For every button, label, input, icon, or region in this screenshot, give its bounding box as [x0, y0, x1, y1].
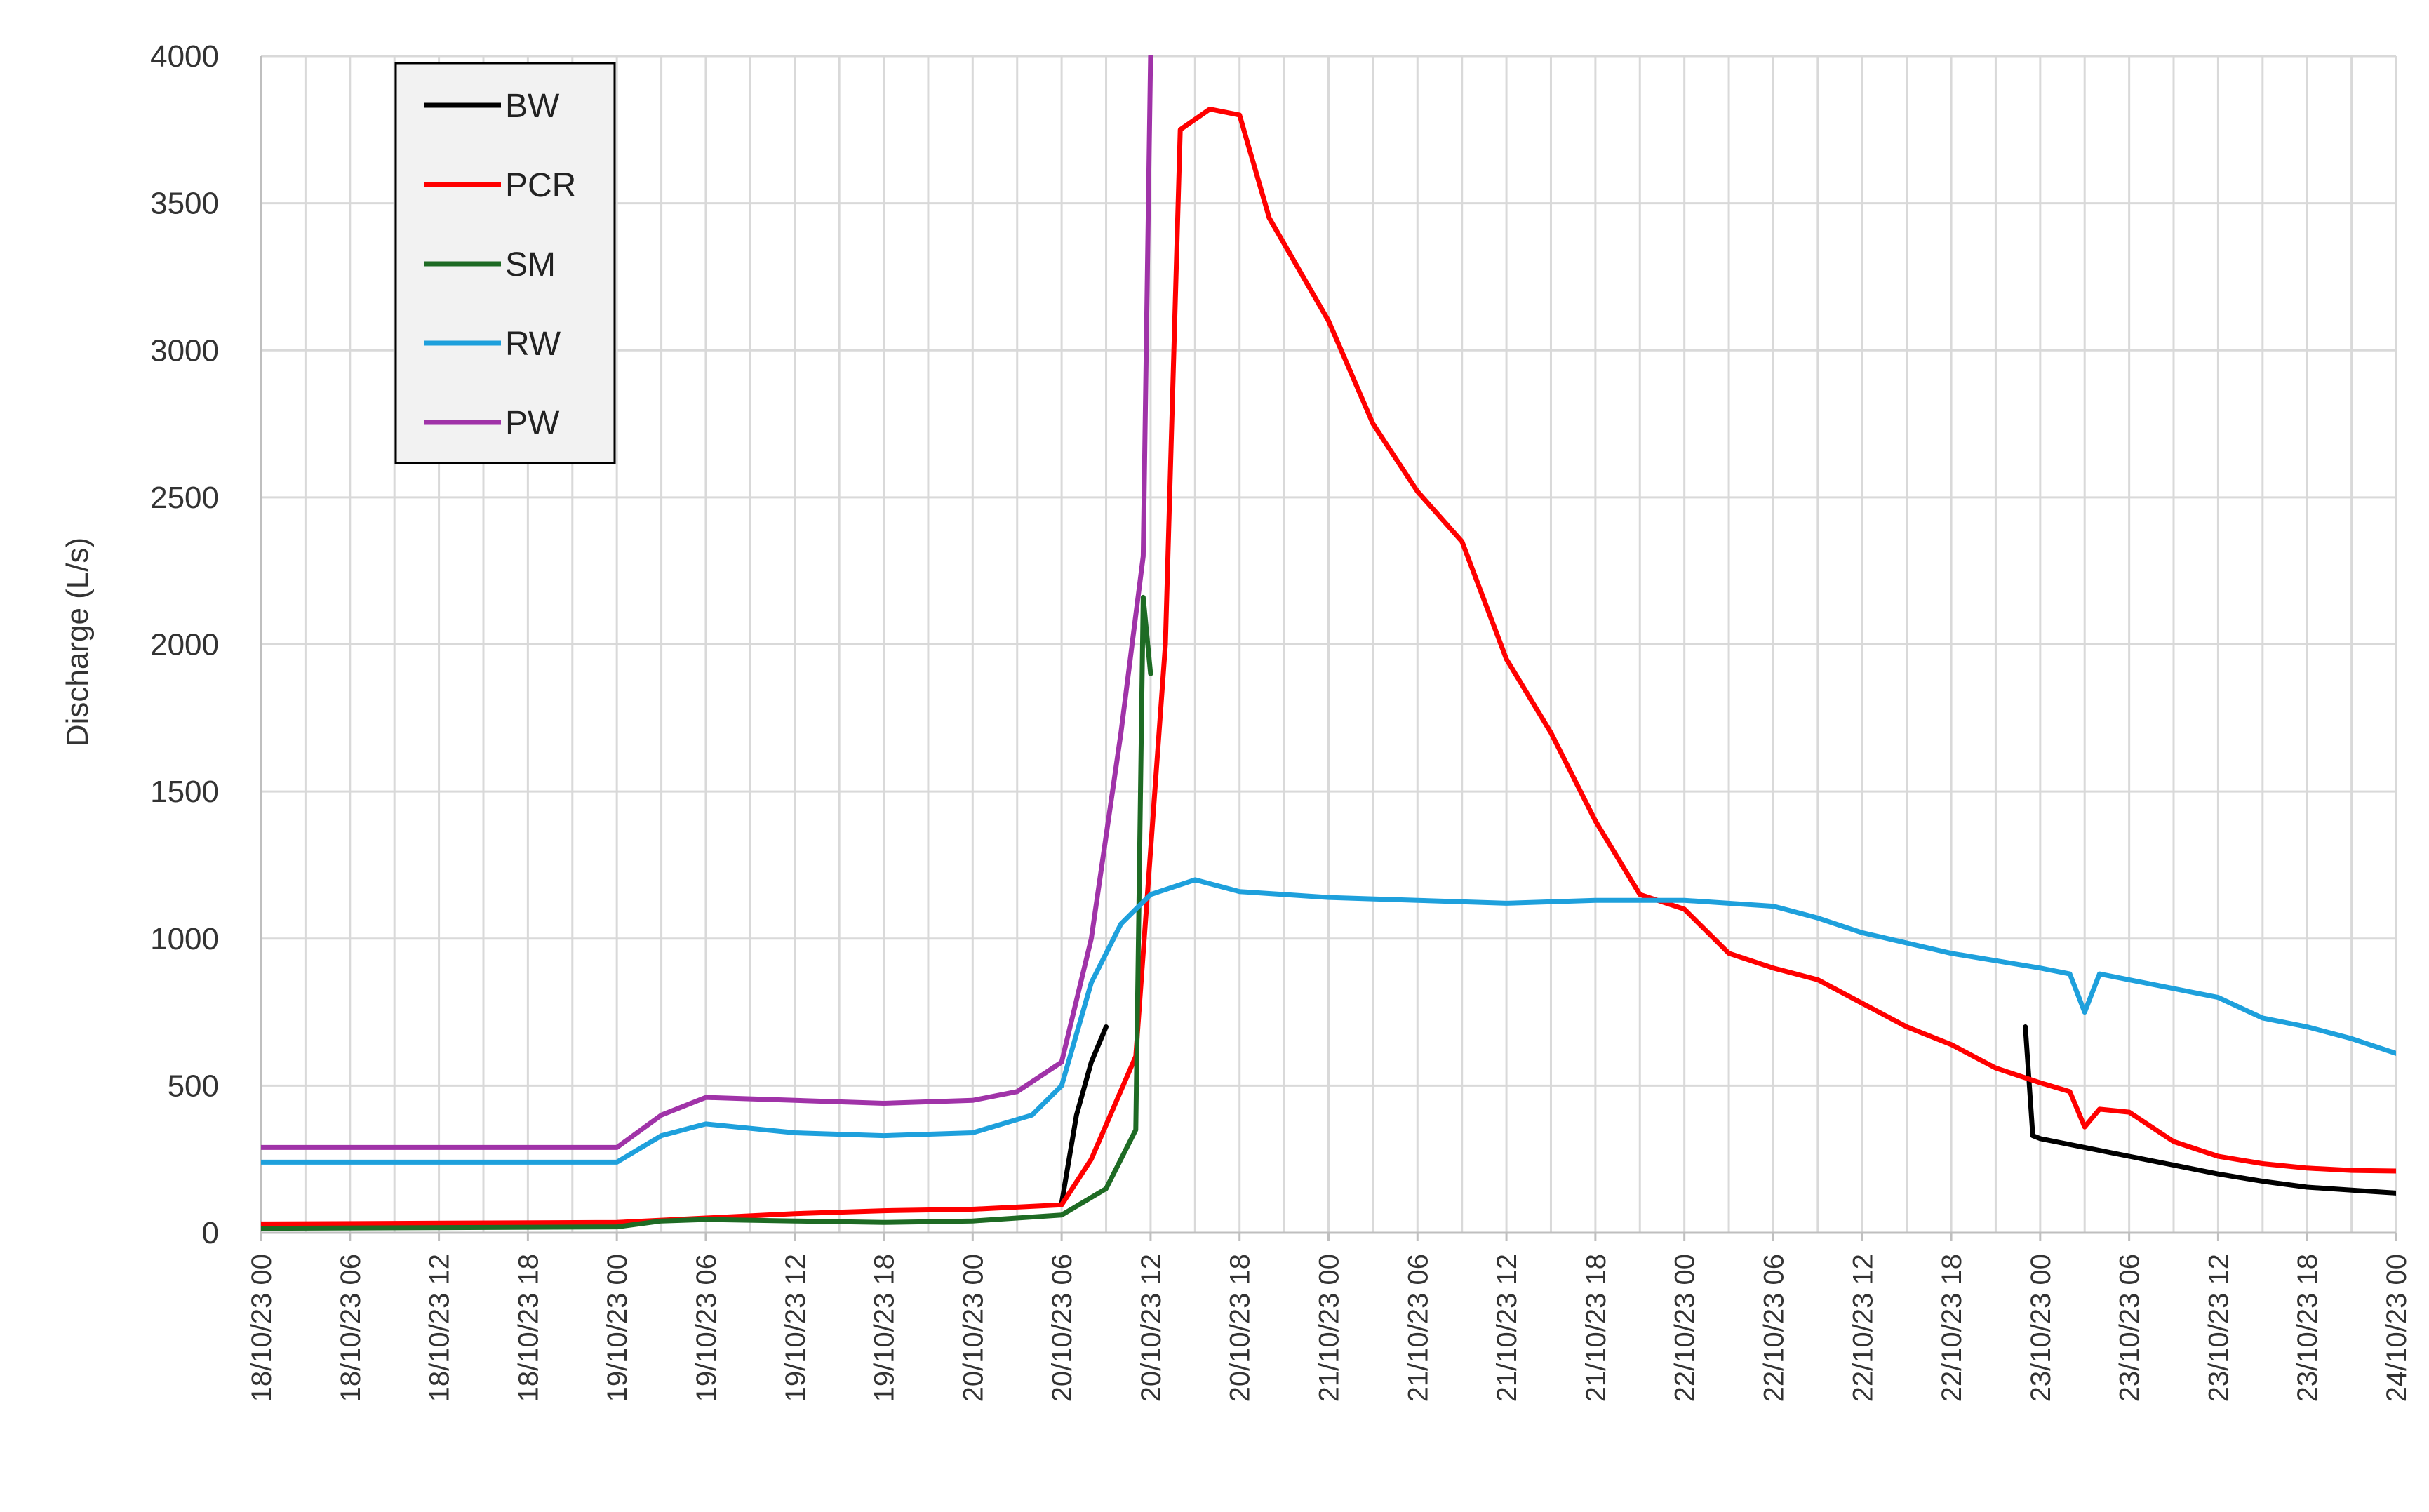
legend-label-rw: RW: [505, 326, 561, 363]
series-pw: [261, 55, 1153, 1150]
y-tick-label: 0: [202, 1216, 219, 1250]
series-line-bw: [1059, 1024, 1109, 1206]
y-tick-label: 3500: [150, 187, 219, 221]
y-tick-label: 500: [168, 1069, 219, 1103]
legend-label-bw: BW: [505, 88, 560, 125]
y-tick-label: 3000: [150, 333, 219, 368]
x-tick-label: 18/10/23 00: [246, 1254, 277, 1402]
y-axis-tick-labels: 0 500 1000 1500 2000 2500 3000 3500 4000: [150, 39, 219, 1250]
x-tick-label: 20/10/23 06: [1047, 1254, 1078, 1402]
series-line-sm: [261, 594, 1153, 1231]
x-tick-label: 21/10/23 12: [1492, 1254, 1523, 1402]
x-axis-tick-labels: 18/10/23 00 18/10/23 06 18/10/23 12 18/10/2…: [246, 1254, 2412, 1402]
series-bw: [1059, 1024, 2396, 1206]
x-tick-label: 22/10/23 12: [1847, 1254, 1878, 1402]
x-tick-label: 20/10/23 18: [1225, 1254, 1256, 1402]
y-tick-label: 2500: [150, 481, 219, 515]
x-tick-label: 23/10/23 06: [2115, 1254, 2146, 1402]
y-tick-label: 4000: [150, 39, 219, 74]
x-tick-label: 24/10/23 00: [2381, 1254, 2412, 1402]
x-tick-label: 19/10/23 06: [691, 1254, 722, 1402]
legend-label-pcr: PCR: [505, 167, 576, 204]
axes: [260, 56, 2397, 1241]
grid-lines: [260, 55, 2397, 1233]
x-tick-label: 18/10/23 12: [424, 1254, 455, 1402]
y-tick-label: 1500: [150, 775, 219, 809]
x-tick-label: 19/10/23 12: [780, 1254, 811, 1402]
x-tick-label: 19/10/23 00: [602, 1254, 633, 1402]
x-tick-label: 21/10/23 06: [1403, 1254, 1433, 1402]
series-lines: [261, 55, 2396, 1231]
x-tick-label: 21/10/23 18: [1581, 1254, 1612, 1402]
x-tick-label: 23/10/23 18: [2292, 1254, 2323, 1402]
x-tick-label: 18/10/23 06: [335, 1254, 366, 1402]
legend-label-sm: SM: [505, 246, 556, 283]
x-tick-label: 23/10/23 00: [2026, 1254, 2056, 1402]
y-axis-title: Discharge (L/s): [60, 537, 95, 747]
x-tick-label: 20/10/23 12: [1136, 1254, 1167, 1402]
y-tick-label: 2000: [150, 628, 219, 662]
x-tick-label: 22/10/23 00: [1670, 1254, 1701, 1402]
y-tick-label: 1000: [150, 922, 219, 956]
series-sm: [261, 594, 1153, 1231]
x-tick-label: 19/10/23 18: [869, 1254, 900, 1402]
series-line-pw: [261, 55, 1153, 1150]
series-line-pcr: [261, 107, 2396, 1226]
series-line-bw: [2023, 1024, 2396, 1196]
x-tick-label: 22/10/23 06: [1758, 1254, 1789, 1402]
series-rw: [261, 877, 2396, 1165]
legend: BW PCR SM RW PW: [394, 62, 616, 464]
x-tick-label: 21/10/23 00: [1314, 1254, 1345, 1402]
x-tick-label: 22/10/23 18: [1936, 1254, 1967, 1402]
x-tick-label: 18/10/23 18: [513, 1254, 544, 1402]
x-tick-label: 23/10/23 12: [2203, 1254, 2234, 1402]
legend-label-pw: PW: [505, 405, 560, 442]
series-line-rw: [261, 877, 2396, 1165]
series-pcr: [261, 107, 2396, 1226]
x-tick-label: 20/10/23 00: [958, 1254, 989, 1402]
